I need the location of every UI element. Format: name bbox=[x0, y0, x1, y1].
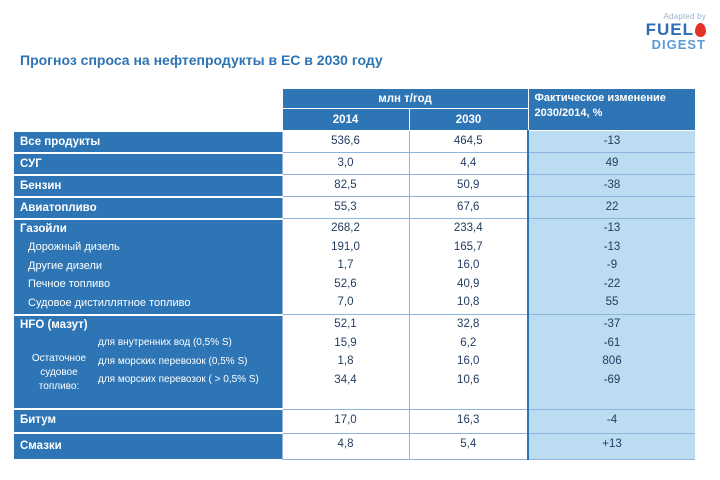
row-label: Все продукты bbox=[14, 129, 282, 153]
gasoil-changes: -13 -13 -9 -22 55 bbox=[527, 218, 695, 315]
sub-row-label: для внутренних вод (0,5% S) bbox=[98, 337, 232, 348]
forecast-table: млн т/год Фактическое изменение 2030/201… bbox=[14, 88, 696, 460]
residual-fuel-label: Остаточное судовое топливо: bbox=[31, 353, 87, 392]
value-2014: 7,0 bbox=[337, 296, 354, 308]
value-2014: 52,6 bbox=[334, 277, 357, 290]
gasoil-values-2030: 233,4 165,7 16,0 40,9 10,8 bbox=[408, 218, 529, 315]
change-value: 55 bbox=[605, 296, 619, 308]
change-value: -38 bbox=[527, 174, 695, 197]
value-2014: 1,8 bbox=[337, 355, 354, 367]
fuel-digest-logo: Adapted by FUEL DIGEST bbox=[626, 12, 706, 51]
fuel-drop-icon bbox=[695, 23, 706, 37]
hfo-changes: -37 -61 806 -69 bbox=[527, 314, 695, 410]
value-2014: 191,0 bbox=[331, 240, 360, 253]
table-row: Бензин 82,5 50,9 -38 bbox=[14, 173, 695, 197]
value-2030: 464,5 bbox=[408, 130, 529, 153]
table-row-group: Газойли Дорожный дизель Другие дизели Пе… bbox=[14, 217, 695, 315]
row-label: Авиатопливо bbox=[14, 195, 282, 219]
sub-row-label: для морских перевозок (0,5% S) bbox=[98, 355, 248, 367]
value-2014: 55,3 bbox=[281, 196, 410, 219]
change-value: 22 bbox=[527, 196, 695, 219]
hfo-labels: HFO (мазут) Остаточное судовое топливо: … bbox=[14, 313, 282, 409]
value-2030: 16,0 bbox=[457, 355, 480, 367]
value-2030: 10,6 bbox=[457, 373, 480, 386]
logo-fuel-word: FUEL bbox=[645, 20, 694, 39]
row-label: СУГ bbox=[14, 151, 282, 175]
sub-row-label: Дорожный дизель bbox=[28, 241, 120, 253]
sub-row-label: Другие дизели bbox=[28, 259, 103, 272]
value-2014: 17,0 bbox=[281, 408, 410, 434]
change-value: -13 bbox=[603, 240, 621, 253]
change-value: -13 bbox=[603, 222, 621, 234]
value-2014: 536,6 bbox=[281, 130, 410, 153]
row-label: Смазки bbox=[14, 432, 282, 459]
table-row: Смазки 4,8 5,4 +13 bbox=[14, 432, 695, 460]
change-value: 49 bbox=[527, 152, 695, 175]
value-2030: 40,9 bbox=[457, 277, 480, 290]
value-2014: 82,5 bbox=[281, 174, 410, 197]
row-label: Битум bbox=[14, 408, 282, 433]
row-label: Газойли bbox=[20, 222, 67, 235]
row-label: HFO (мазут) bbox=[20, 318, 88, 331]
logo-fuel-text: FUEL bbox=[626, 21, 706, 38]
value-2030: 6,2 bbox=[460, 336, 477, 349]
change-value: 806 bbox=[602, 355, 622, 367]
page-title: Прогноз спроса на нефтепродукты в ЕС в 2… bbox=[20, 52, 383, 68]
change-value: -22 bbox=[603, 277, 621, 290]
value-2014: 52,1 bbox=[334, 318, 357, 330]
value-2030: 16,0 bbox=[457, 259, 480, 271]
table-row: Битум 17,0 16,3 -4 bbox=[14, 408, 695, 434]
table-row: Все продукты 536,6 464,5 -13 bbox=[14, 129, 695, 153]
value-2030: 16,3 bbox=[408, 408, 529, 434]
change-value: -13 bbox=[527, 130, 695, 153]
sub-row-label: Судовое дистиллятное топливо bbox=[28, 296, 191, 309]
value-2014: 1,7 bbox=[337, 259, 354, 271]
logo-digest-text: DIGEST bbox=[651, 37, 706, 52]
residual-sub-labels: для внутренних вод (0,5% S) для морских … bbox=[98, 334, 259, 390]
value-2030: 5,4 bbox=[408, 432, 529, 460]
row-label: Бензин bbox=[14, 173, 282, 197]
table-row: СУГ 3,0 4,4 49 bbox=[14, 151, 695, 175]
value-2030: 4,4 bbox=[408, 152, 529, 175]
year-2030-header: 2030 bbox=[408, 108, 529, 131]
change-value: -9 bbox=[606, 259, 618, 271]
table-row-group: HFO (мазут) Остаточное судовое топливо: … bbox=[14, 313, 695, 410]
change-value: -37 bbox=[603, 318, 621, 330]
value-2014: 15,9 bbox=[334, 336, 357, 349]
hfo-values-2030: 32,8 6,2 16,0 10,6 bbox=[408, 314, 529, 410]
hfo-values-2014: 52,1 15,9 1,8 34,4 bbox=[281, 314, 410, 410]
value-2014: 268,2 bbox=[331, 222, 360, 234]
sub-row-label: Печное топливо bbox=[28, 278, 111, 290]
table-row: Авиатопливо 55,3 67,6 22 bbox=[14, 195, 695, 219]
change-value: -61 bbox=[603, 336, 621, 349]
value-2030: 32,8 bbox=[457, 318, 480, 330]
sub-row-label: для морских перевозок ( > 0,5% S) bbox=[98, 374, 259, 385]
change-header: Фактическое изменение 2030/2014, % bbox=[527, 88, 696, 131]
gasoil-labels: Газойли Дорожный дизель Другие дизели Пе… bbox=[14, 217, 282, 315]
logo-adapted-text: Adapted by bbox=[663, 12, 706, 21]
gasoil-values-2014: 268,2 191,0 1,7 52,6 7,0 bbox=[281, 218, 410, 315]
value-2030: 165,7 bbox=[453, 240, 483, 253]
value-2030: 10,8 bbox=[457, 296, 480, 308]
unit-header: млн т/год bbox=[281, 88, 529, 109]
change-value: -69 bbox=[603, 373, 621, 386]
value-2030: 67,6 bbox=[408, 196, 529, 219]
value-2030: 50,9 bbox=[408, 174, 529, 197]
residual-fuel-block: Остаточное судовое топливо: для внутренн… bbox=[20, 334, 282, 408]
value-2014: 4,8 bbox=[281, 432, 410, 460]
change-value: -4 bbox=[527, 409, 695, 434]
value-2030: 233,4 bbox=[453, 222, 483, 234]
change-value: +13 bbox=[527, 433, 695, 460]
value-2014: 3,0 bbox=[281, 152, 410, 175]
value-2014: 34,4 bbox=[334, 373, 357, 386]
year-2014-header: 2014 bbox=[281, 108, 410, 131]
